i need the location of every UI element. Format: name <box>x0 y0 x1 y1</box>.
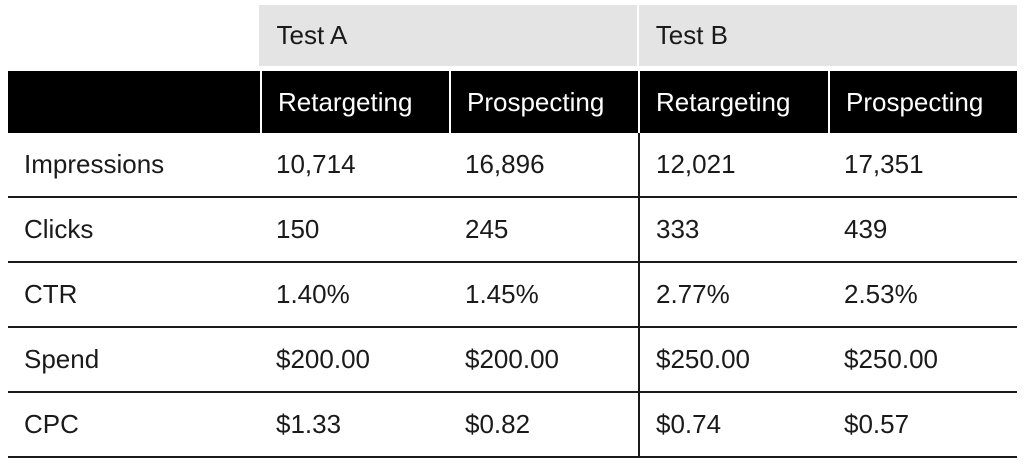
table-cell: 245 <box>465 214 509 244</box>
table-cell: 12,021 <box>638 133 828 196</box>
table-cell: 1.40% <box>276 279 350 309</box>
table-cell: 333 <box>638 198 828 261</box>
table-cell: 1.45% <box>465 279 539 309</box>
subheader-test-b-retargeting: Retargeting <box>638 71 828 133</box>
table-cell: $0.57 <box>844 409 910 439</box>
ab-test-results-table: Test A Test B Retargeting Prospecting Re… <box>8 5 1017 458</box>
table-cell: $200.00 <box>276 344 370 374</box>
table-cell: $1.33 <box>276 409 342 439</box>
table-row: Spend $200.00 $200.00 $250.00 $250.00 <box>8 328 1017 393</box>
table-row: CTR 1.40% 1.45% 2.77% 2.53% <box>8 263 1017 328</box>
table-row: CPC $1.33 $0.82 $0.74 $0.57 <box>8 393 1017 458</box>
table-cell: $0.82 <box>465 409 531 439</box>
header-corner-blank <box>8 5 259 66</box>
table-cell: $0.74 <box>638 393 828 456</box>
subheader-row: Retargeting Prospecting Retargeting Pros… <box>8 71 1017 133</box>
table-cell: 439 <box>844 214 888 244</box>
row-label: Impressions <box>24 149 165 179</box>
subheader-blank <box>8 71 260 133</box>
table-row: Clicks 150 245 333 439 <box>8 198 1017 263</box>
group-header-test-b: Test B <box>638 5 1017 66</box>
table-cell: 2.53% <box>844 279 918 309</box>
subheader-test-a-retargeting: Retargeting <box>260 71 449 133</box>
subheader-test-b-prospecting: Prospecting <box>828 71 1017 133</box>
row-label: CPC <box>24 409 79 439</box>
table-cell: 17,351 <box>844 149 924 179</box>
table-cell: $250.00 <box>844 344 938 374</box>
row-label: Spend <box>24 344 100 374</box>
subheader-test-a-prospecting: Prospecting <box>449 71 638 133</box>
group-header-test-a: Test A <box>259 5 637 66</box>
table-cell: 10,714 <box>276 149 356 179</box>
table-cell: 150 <box>276 214 320 244</box>
table-cell: 16,896 <box>465 149 545 179</box>
group-header-row: Test A Test B <box>8 5 1017 66</box>
row-label: Clicks <box>24 214 94 244</box>
table-cell: $200.00 <box>465 344 559 374</box>
row-label: CTR <box>24 279 78 309</box>
table-cell: $250.00 <box>638 328 828 391</box>
table-row: Impressions 10,714 16,896 12,021 17,351 <box>8 133 1017 198</box>
table-cell: 2.77% <box>638 263 828 326</box>
